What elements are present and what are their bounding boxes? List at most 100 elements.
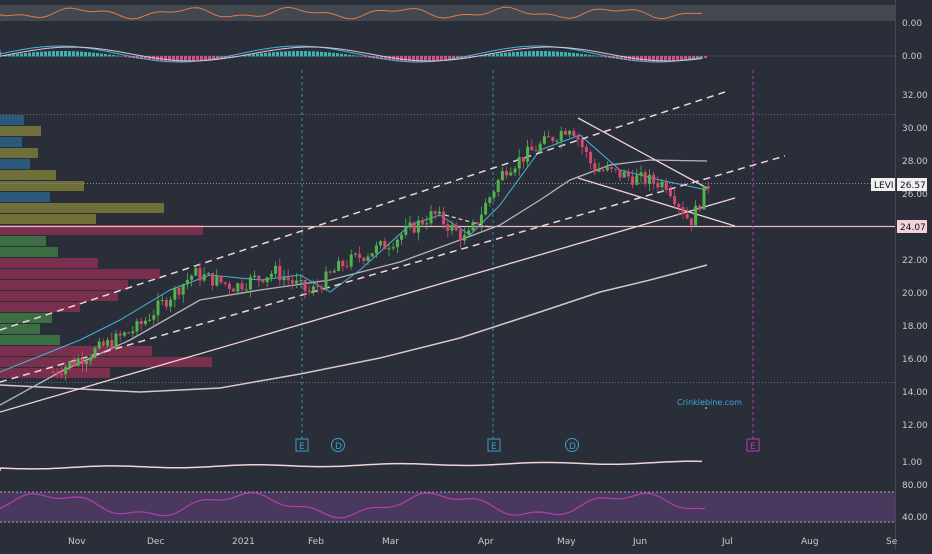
macd-bar — [60, 51, 63, 57]
candle-body — [219, 275, 223, 283]
candle-body — [51, 372, 55, 374]
candle-body — [400, 234, 404, 240]
macd-bar — [100, 53, 103, 57]
macd-bar — [572, 52, 575, 57]
candle-body — [244, 289, 248, 291]
event-label-1: D — [335, 442, 342, 452]
macd-bar — [540, 51, 543, 57]
candle-body — [496, 180, 500, 192]
candle-body — [383, 240, 387, 250]
indicator-panes-bottom — [0, 460, 895, 523]
candle-body — [500, 171, 504, 181]
macd-bar — [108, 54, 111, 57]
macd-bar — [368, 56, 371, 58]
macd-bar — [336, 53, 339, 57]
volume-profile-bar-10 — [0, 225, 203, 235]
candle-body — [652, 174, 656, 183]
candle-body — [295, 280, 299, 284]
macd-bar — [428, 56, 431, 62]
macd-bar — [36, 51, 39, 57]
candle-body — [673, 196, 677, 205]
macd-bar — [388, 56, 391, 61]
date-label-1: Dec — [147, 537, 164, 547]
candle-body — [395, 239, 399, 248]
macd-bar — [320, 51, 323, 57]
candle-body — [647, 174, 651, 184]
volume-profile-bar-11 — [0, 236, 46, 246]
candle-body — [320, 287, 324, 290]
candle-body — [526, 146, 530, 162]
price-tick-8: 16.00 — [902, 355, 928, 365]
candle-body — [143, 320, 147, 325]
candle-body — [135, 321, 139, 332]
macd-bar — [648, 56, 651, 62]
candle-body — [257, 275, 261, 280]
macd-bar — [176, 56, 179, 62]
candle-body — [471, 222, 475, 231]
macd-bar — [356, 55, 359, 57]
macd-bar — [148, 56, 151, 60]
event-label-2: E — [491, 442, 497, 452]
candle-body — [580, 139, 584, 148]
macd-signal — [0, 46, 703, 62]
macd-bar — [64, 51, 67, 57]
macd-bar — [616, 56, 619, 59]
price-tick-1: 30.00 — [902, 124, 928, 134]
candle-body — [332, 271, 336, 273]
date-label-5: Apr — [478, 537, 494, 547]
candle-body — [513, 168, 517, 173]
candle-body — [164, 299, 168, 307]
candle-body — [215, 275, 219, 286]
macd-bar — [244, 55, 247, 57]
macd-bar — [412, 56, 415, 62]
watermark-dot — [705, 407, 707, 409]
macd-bar — [548, 51, 551, 57]
candle-body — [240, 283, 244, 290]
macd-bar — [324, 52, 327, 57]
macd-bar — [532, 51, 535, 57]
macd-bar — [452, 56, 455, 60]
macd-bar — [508, 52, 511, 57]
macd-bar — [564, 52, 567, 57]
volume-profile-bar-18 — [0, 313, 52, 323]
candle-body — [316, 286, 320, 288]
candle-body — [492, 191, 496, 198]
price-tick-2: 28.00 — [902, 157, 928, 167]
macd-bar — [28, 52, 31, 57]
macd-bar — [448, 56, 451, 61]
trendline-support — [0, 197, 736, 413]
candle-body — [185, 279, 189, 285]
candle-body — [85, 360, 89, 364]
date-label-0: Nov — [68, 537, 86, 547]
candle-body — [362, 257, 366, 261]
event-marker-2 — [487, 438, 501, 452]
candle-body — [450, 224, 454, 231]
macd-bar — [340, 53, 343, 57]
candle-body — [429, 211, 433, 224]
macd-bar — [196, 56, 199, 62]
volume-profile-bar-3 — [0, 148, 38, 158]
candle-body — [290, 280, 294, 284]
ratio-line — [0, 460, 703, 471]
macd-bar — [624, 56, 627, 60]
candle-body — [538, 143, 542, 152]
macd-bar — [640, 56, 643, 62]
macd-bar — [664, 56, 667, 62]
candle-body — [694, 205, 698, 226]
bottom-tick-2: 40.00 — [902, 513, 928, 523]
macd-bar — [688, 56, 691, 60]
candle-body — [555, 140, 559, 142]
price-tick-7: 18.00 — [902, 322, 928, 332]
top-tick-1: 0.00 — [902, 52, 922, 62]
candles — [51, 126, 710, 381]
macd-bar — [408, 56, 411, 62]
candle-body — [190, 275, 194, 280]
macd-bar — [188, 56, 191, 62]
macd-bar — [492, 54, 495, 57]
candle-body — [89, 357, 93, 361]
macd-bar — [536, 51, 539, 57]
macd-bar — [500, 53, 503, 57]
macd-bar — [528, 51, 531, 57]
volume-profile-bar-22 — [0, 357, 212, 367]
